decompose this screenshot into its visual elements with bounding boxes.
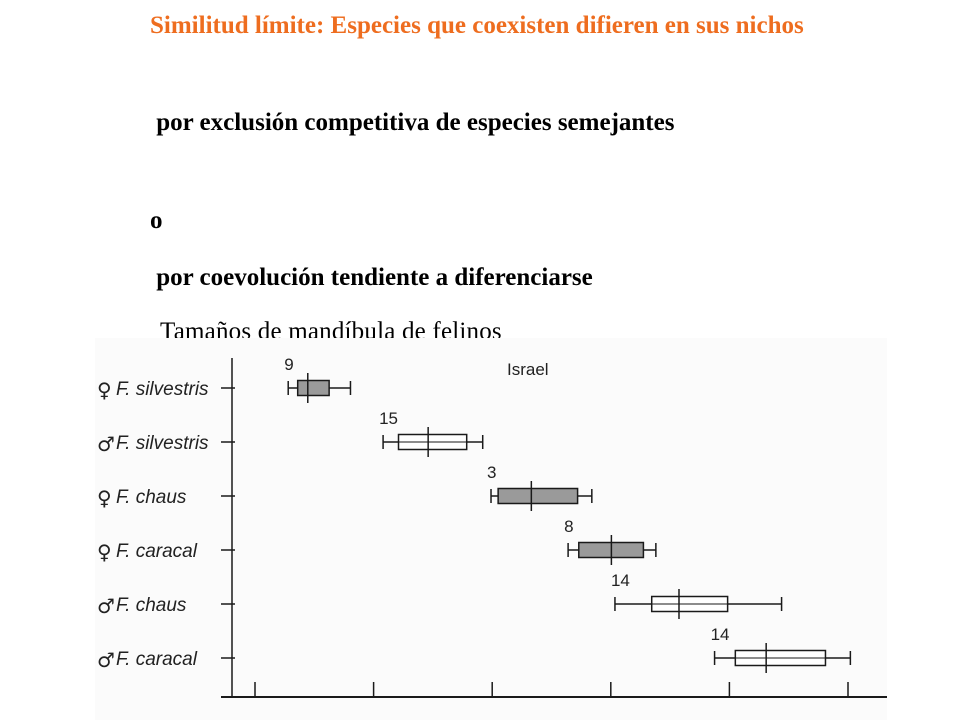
sample-size-3: 8 bbox=[564, 517, 573, 536]
explanation-connector: o bbox=[150, 207, 163, 234]
explanation-line-1: por exclusión competitiva de especies se… bbox=[150, 109, 675, 136]
sample-size-1: 15 bbox=[379, 409, 398, 428]
sex-symbol-0: ♀ bbox=[97, 378, 112, 402]
sex-symbol-4: ♂ bbox=[97, 594, 115, 618]
species-label-4: F. chaus bbox=[116, 595, 187, 616]
species-label-5: F. caracal bbox=[116, 649, 198, 670]
explanation-line-2: por coevolución tendiente a diferenciars… bbox=[150, 264, 593, 291]
species-label-0: F. silvestris bbox=[116, 379, 209, 400]
species-label-1: F. silvestris bbox=[116, 433, 209, 454]
box-0 bbox=[296, 379, 330, 397]
slide-title-text: Similitud límite: Especies que coexisten… bbox=[150, 12, 804, 39]
sex-symbol-2: ♀ bbox=[97, 486, 112, 510]
species-label-3: F. caracal bbox=[116, 541, 198, 562]
sample-size-5: 14 bbox=[711, 625, 730, 644]
slide-title: Similitud límite: Especies que coexisten… bbox=[150, 10, 850, 42]
sex-symbol-3: ♀ bbox=[97, 540, 112, 564]
sample-size-0: 9 bbox=[284, 355, 293, 374]
sample-size-4: 14 bbox=[611, 571, 630, 590]
sample-size-2: 3 bbox=[487, 463, 496, 482]
species-label-2: F. chaus bbox=[116, 487, 187, 508]
box-2 bbox=[497, 487, 579, 505]
jaw-size-figure: Israel ♀ F. silvestris 9 ♂ F. silvestris 15 ♀ F.… bbox=[95, 338, 887, 720]
region-annotation: Israel bbox=[507, 360, 549, 379]
sex-symbol-1: ♂ bbox=[97, 432, 115, 456]
sex-symbol-5: ♂ bbox=[97, 648, 115, 672]
